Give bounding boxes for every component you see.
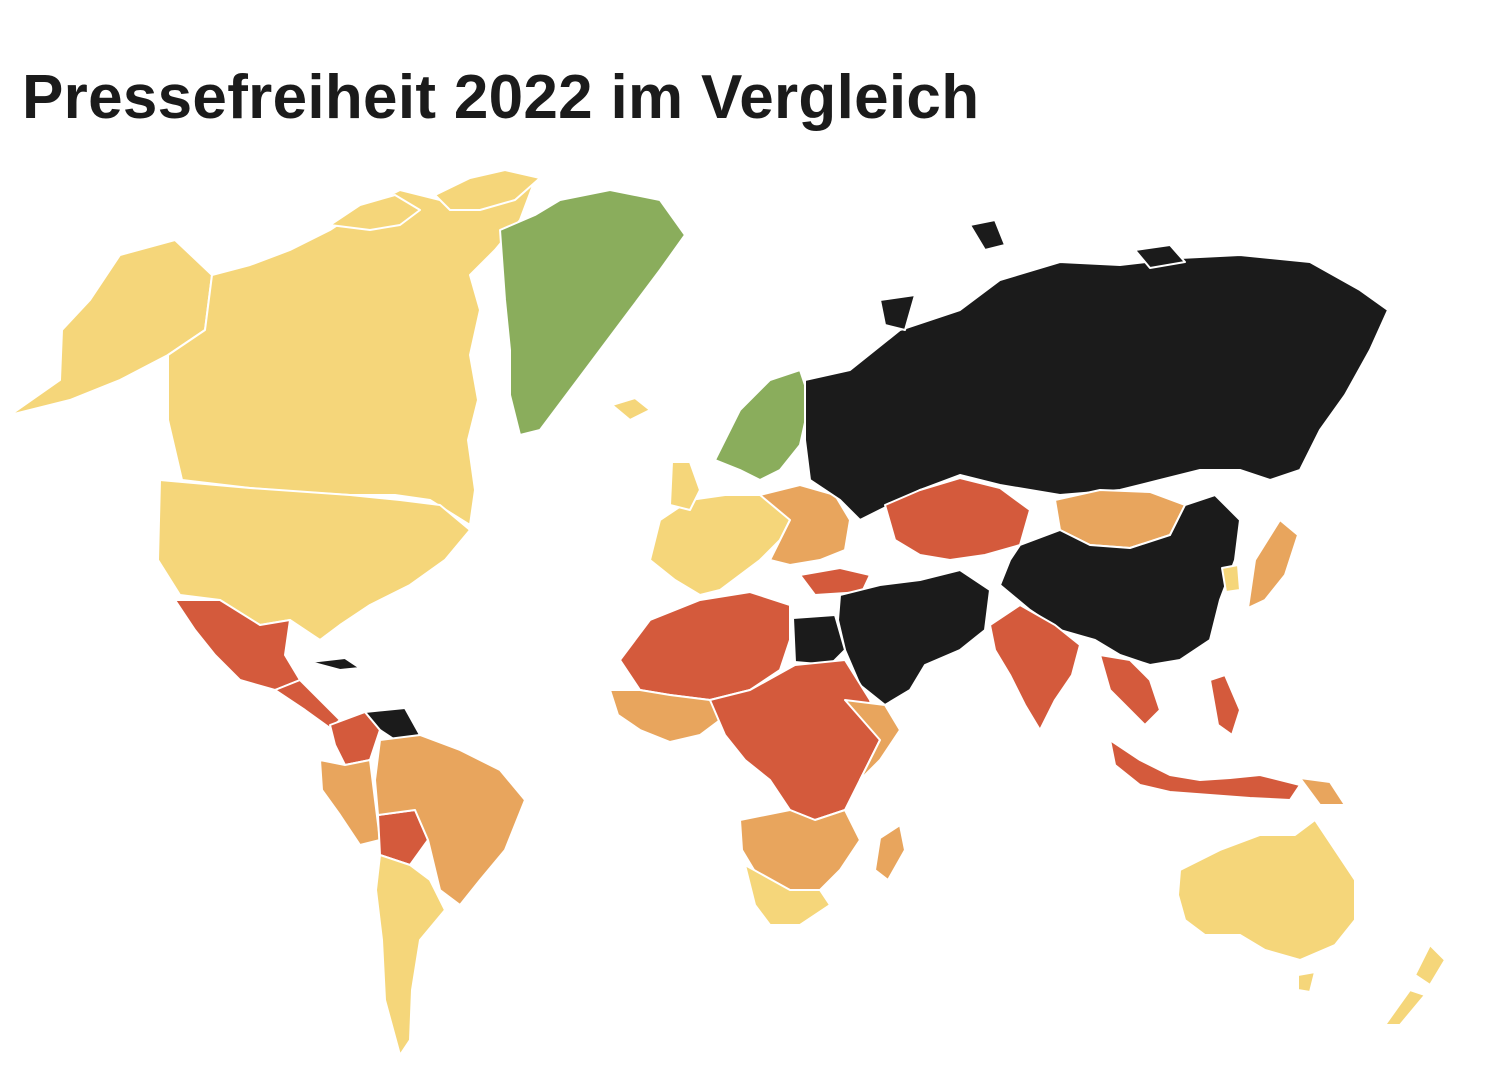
region-indonesia xyxy=(1109,739,1301,801)
region-western-europe xyxy=(649,494,791,596)
region-brazil xyxy=(374,734,526,906)
region-scandinavia xyxy=(714,369,811,481)
region-tasmania xyxy=(1297,971,1316,993)
region-middle-east xyxy=(837,569,991,706)
region-cuba xyxy=(309,657,361,671)
region-horn-of-africa xyxy=(844,699,901,781)
region-new-zealand xyxy=(1384,944,1446,1026)
region-australia xyxy=(1177,819,1356,961)
region-russia-islands xyxy=(879,219,1186,331)
region-southeast-asia xyxy=(1099,654,1161,726)
region-uk-ireland xyxy=(669,461,701,511)
region-south-africa xyxy=(744,864,831,926)
region-india xyxy=(989,604,1081,731)
region-southern-cone xyxy=(375,854,446,1056)
region-greenland xyxy=(499,189,686,436)
region-west-africa xyxy=(609,689,721,743)
region-philippines xyxy=(1209,674,1241,736)
region-russia xyxy=(804,254,1389,521)
region-iceland xyxy=(611,397,651,421)
region-usa xyxy=(157,479,471,641)
map-title: Pressefreiheit 2022 im Vergleich xyxy=(22,63,980,132)
region-papua xyxy=(1299,777,1346,806)
region-central-america xyxy=(274,679,341,729)
region-andes xyxy=(319,759,381,846)
region-egypt xyxy=(792,614,846,666)
region-japan xyxy=(1247,519,1299,609)
region-turkey xyxy=(799,567,871,596)
region-madagascar xyxy=(874,824,906,881)
region-alaska xyxy=(9,239,213,416)
region-canada-islands xyxy=(329,169,541,231)
region-eastern-europe xyxy=(759,484,851,566)
region-korea xyxy=(1221,564,1241,593)
region-central-africa xyxy=(709,659,881,821)
